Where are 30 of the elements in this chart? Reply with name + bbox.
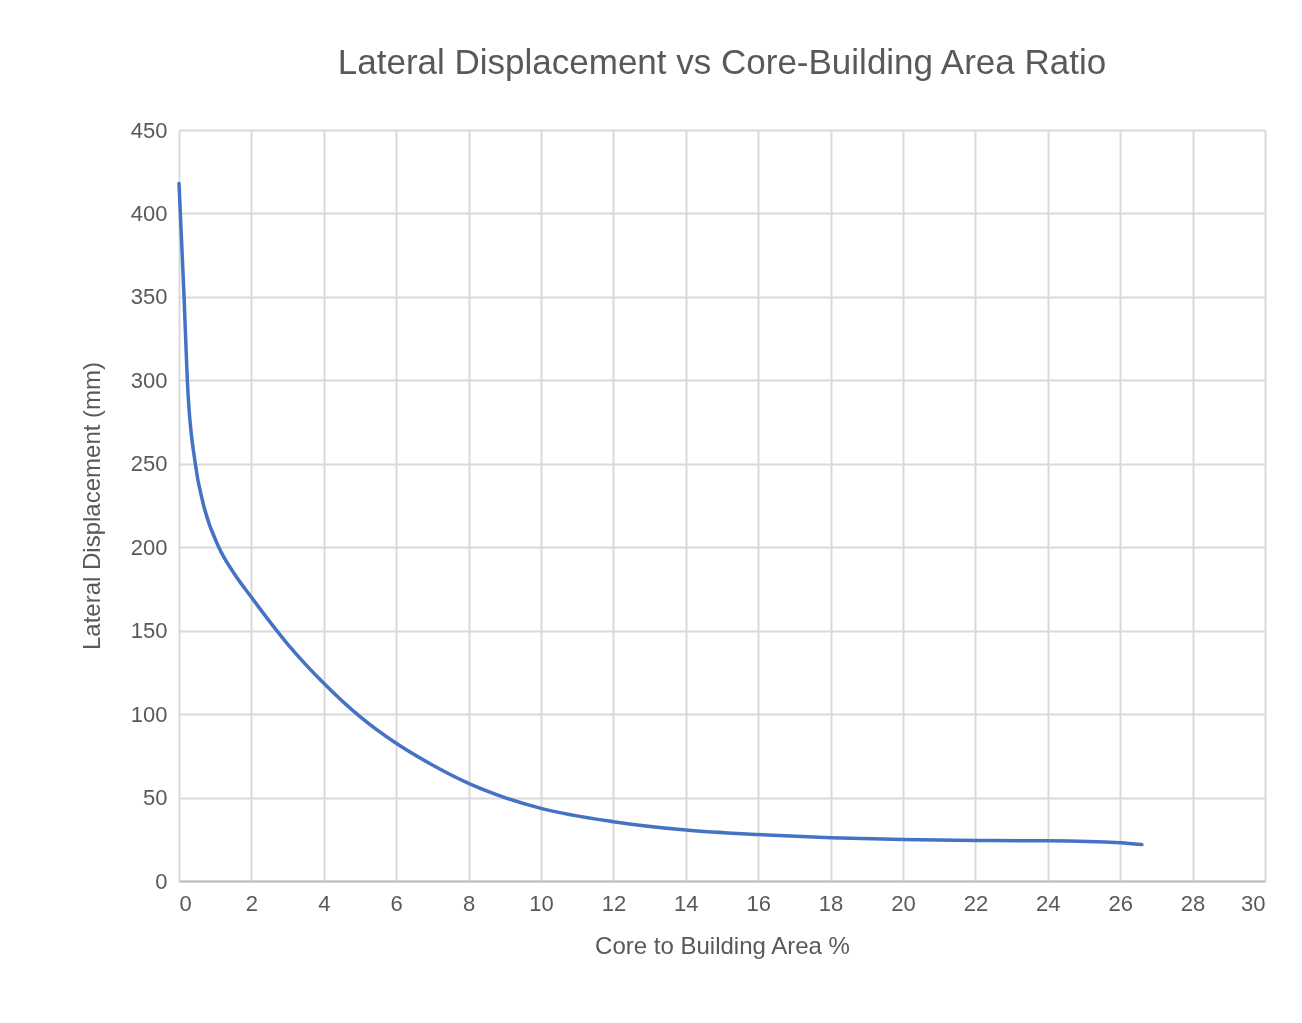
x-tick-label: 28 xyxy=(1180,890,1206,916)
x-tick-label: 24 xyxy=(1036,890,1061,916)
y-tick-label: 300 xyxy=(130,367,168,393)
x-tick-label: 26 xyxy=(1108,890,1133,916)
line-series xyxy=(177,181,1144,847)
x-axis-title: Core to Building Area % xyxy=(595,931,850,959)
y-tick-label: 200 xyxy=(130,534,168,560)
y-tick-label: 350 xyxy=(130,284,168,310)
y-tick-label: 0 xyxy=(155,868,168,894)
y-tick-label: 250 xyxy=(130,451,168,477)
x-tick-label: 6 xyxy=(390,890,403,916)
x-tick-label: 4 xyxy=(318,890,331,916)
x-tick-label: 18 xyxy=(818,890,844,916)
x-tick-label: 22 xyxy=(963,890,989,916)
x-tick-label: 10 xyxy=(529,890,554,916)
y-tick-label: 150 xyxy=(130,618,168,644)
x-tick-label: 8 xyxy=(462,890,476,916)
x-tick-label: 20 xyxy=(891,890,916,916)
x-tick-label: 2 xyxy=(245,890,259,916)
y-tick-label: 100 xyxy=(130,701,168,727)
x-tick-label: 30 xyxy=(1241,890,1266,916)
y-tick-label: 400 xyxy=(130,200,168,226)
y-tick-label: 50 xyxy=(143,785,168,811)
y-tick-label: 450 xyxy=(130,117,168,143)
x-tick-label: 0 xyxy=(179,890,192,916)
y-axis-title: Lateral Displacement (mm) xyxy=(77,361,105,651)
x-tick-label: 16 xyxy=(746,890,771,916)
x-tick-label: 14 xyxy=(674,890,699,916)
chart-title: Lateral Displacement vs Core-Building Area Ratio xyxy=(337,42,1107,81)
x-tick-label: 12 xyxy=(601,890,627,916)
